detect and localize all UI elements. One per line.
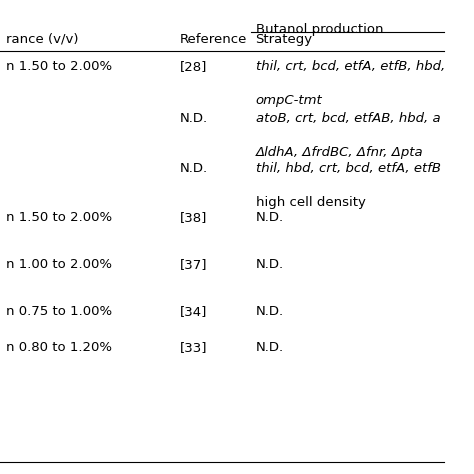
Text: high cell density: high cell density — [255, 196, 365, 209]
Text: ΔldhA, ΔfrdBC, Δfnr, Δpta: ΔldhA, ΔfrdBC, Δfnr, Δpta — [255, 146, 423, 159]
Text: N.D.: N.D. — [255, 258, 283, 271]
Text: thil, hbd, crt, bcd, etfA, etfB: thil, hbd, crt, bcd, etfA, etfB — [255, 162, 440, 174]
Text: [28]: [28] — [180, 60, 207, 73]
Text: Reference: Reference — [180, 33, 247, 46]
Text: n 0.75 to 1.00%: n 0.75 to 1.00% — [6, 305, 112, 319]
Text: [34]: [34] — [180, 305, 207, 319]
Text: n 1.00 to 2.00%: n 1.00 to 2.00% — [6, 258, 112, 271]
Text: Butanol production: Butanol production — [255, 23, 383, 36]
Text: [37]: [37] — [180, 258, 207, 271]
Text: N.D.: N.D. — [180, 112, 208, 125]
Text: thil, crt, bcd, etfA, etfB, hbd,: thil, crt, bcd, etfA, etfB, hbd, — [255, 60, 445, 73]
Text: Strategy: Strategy — [255, 33, 313, 46]
Text: n 0.80 to 1.20%: n 0.80 to 1.20% — [6, 341, 112, 354]
Text: atoB, crt, bcd, etfAB, hbd, a: atoB, crt, bcd, etfAB, hbd, a — [255, 112, 440, 125]
Text: N.D.: N.D. — [255, 305, 283, 319]
Text: [38]: [38] — [180, 211, 207, 224]
Text: N.D.: N.D. — [180, 162, 208, 174]
Text: [33]: [33] — [180, 341, 207, 354]
Text: n 1.50 to 2.00%: n 1.50 to 2.00% — [6, 211, 112, 224]
Text: N.D.: N.D. — [255, 211, 283, 224]
Text: n 1.50 to 2.00%: n 1.50 to 2.00% — [6, 60, 112, 73]
Text: ompC-tmt: ompC-tmt — [255, 94, 322, 107]
Text: rance (v/v): rance (v/v) — [6, 33, 78, 46]
Text: N.D.: N.D. — [255, 341, 283, 354]
